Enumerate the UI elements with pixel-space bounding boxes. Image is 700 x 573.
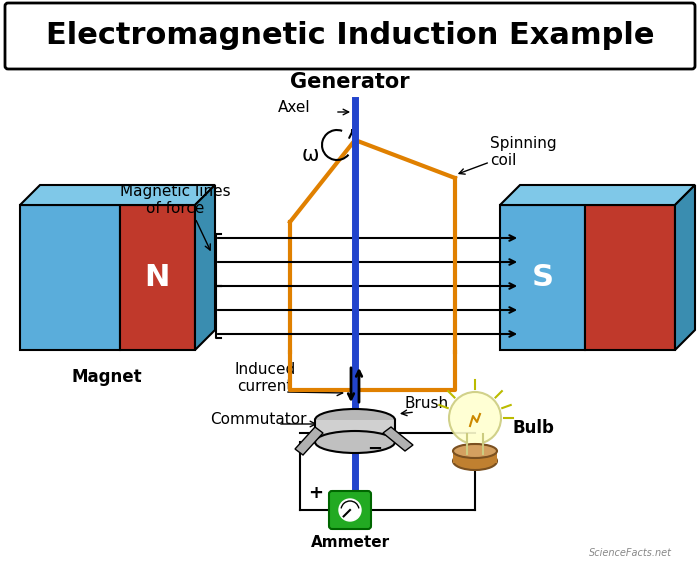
Text: Spinning
coil: Spinning coil	[490, 136, 556, 168]
Polygon shape	[295, 427, 323, 455]
Bar	[20, 205, 120, 350]
Text: Induced
current: Induced current	[234, 362, 295, 394]
Text: −: −	[367, 440, 382, 458]
Text: +: +	[308, 484, 323, 502]
Text: Axel: Axel	[277, 100, 310, 116]
Ellipse shape	[315, 431, 395, 453]
Polygon shape	[500, 185, 695, 205]
FancyBboxPatch shape	[329, 491, 371, 529]
FancyBboxPatch shape	[5, 3, 695, 69]
Circle shape	[449, 392, 501, 444]
Bar	[500, 205, 585, 350]
Polygon shape	[195, 185, 215, 350]
Text: ω: ω	[301, 145, 318, 165]
Text: Magnetic lines
of force: Magnetic lines of force	[120, 184, 230, 216]
Text: N: N	[144, 262, 169, 292]
Bar	[453, 451, 497, 463]
Bar	[120, 205, 195, 350]
Text: Electromagnetic Induction Example: Electromagnetic Induction Example	[46, 22, 655, 50]
Text: S: S	[532, 262, 554, 292]
Text: Magnet: Magnet	[71, 368, 142, 386]
Polygon shape	[383, 427, 413, 451]
Bar	[467, 434, 483, 454]
Polygon shape	[20, 185, 215, 205]
Text: Bulb: Bulb	[513, 419, 555, 437]
Ellipse shape	[315, 409, 395, 431]
Text: Brush: Brush	[405, 397, 449, 411]
Circle shape	[339, 499, 361, 521]
Text: Commutator: Commutator	[210, 413, 307, 427]
Polygon shape	[675, 185, 695, 350]
Text: ScienceFacts.net: ScienceFacts.net	[589, 548, 672, 558]
Ellipse shape	[453, 444, 497, 458]
Ellipse shape	[453, 452, 497, 470]
Text: Ammeter: Ammeter	[310, 535, 390, 550]
Bar	[315, 420, 395, 442]
Text: Generator: Generator	[290, 72, 410, 92]
Bar	[585, 205, 675, 350]
